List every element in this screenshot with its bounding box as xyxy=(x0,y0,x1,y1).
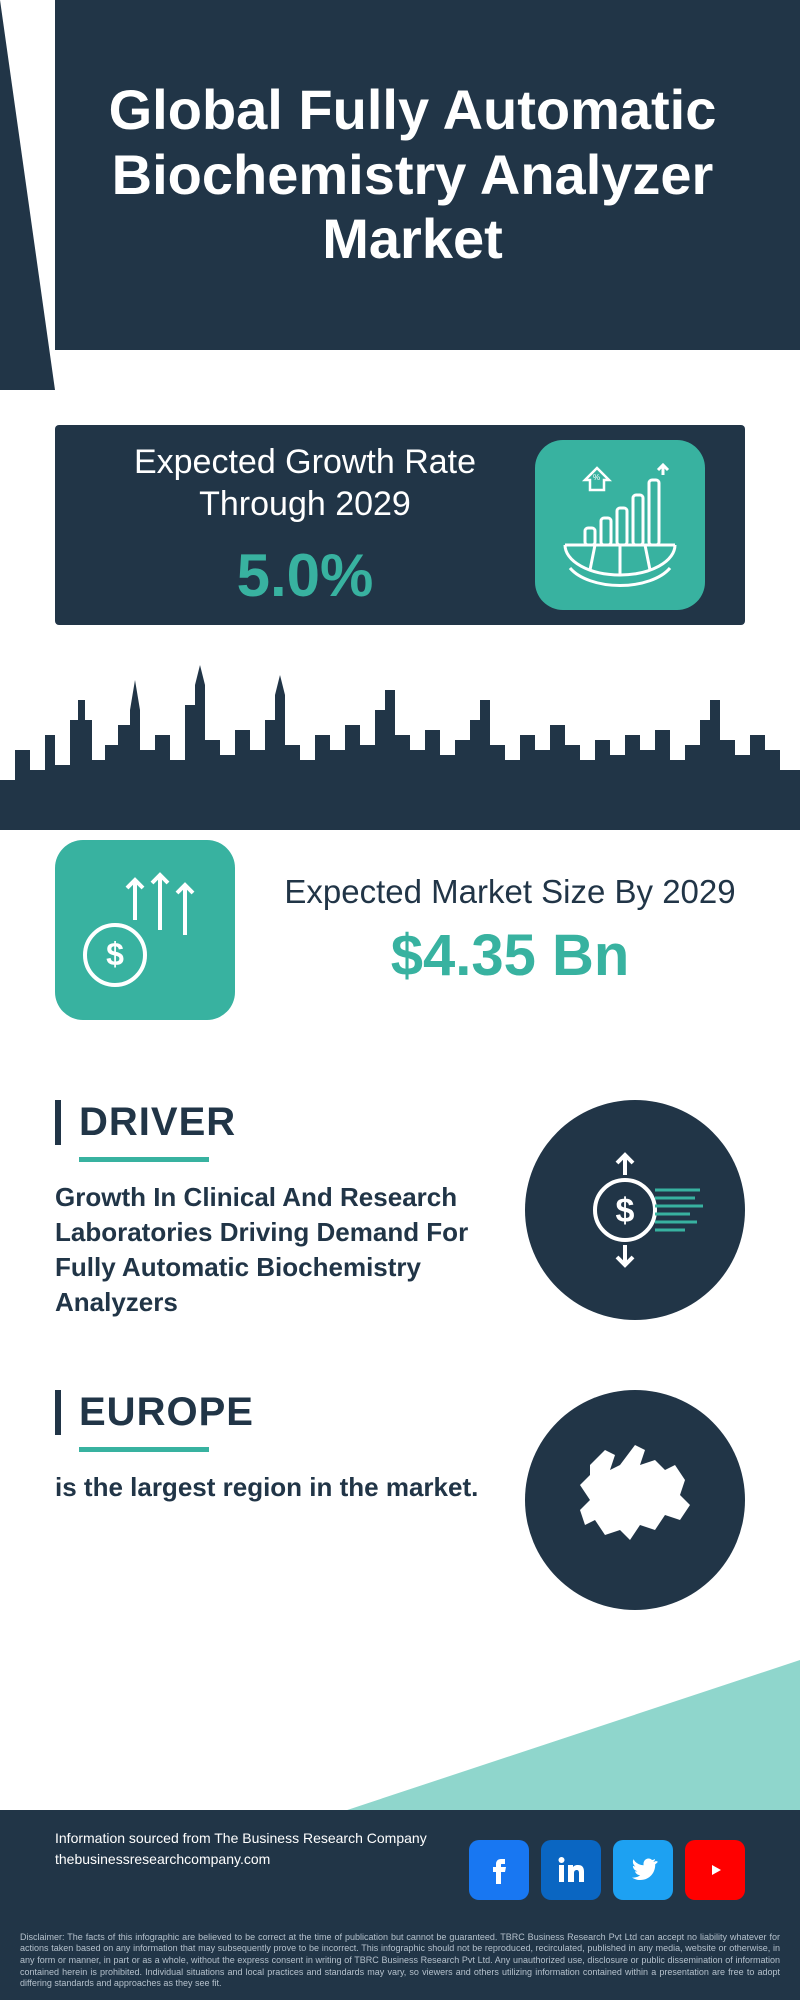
svg-text:$: $ xyxy=(616,1192,635,1230)
europe-text-block: EUROPE is the largest region in the mark… xyxy=(55,1390,525,1505)
social-row xyxy=(469,1840,745,1900)
svg-text:%: % xyxy=(593,473,600,482)
europe-heading: EUROPE xyxy=(55,1390,505,1435)
driver-section: DRIVER Growth In Clinical And Research L… xyxy=(55,1100,745,1320)
growth-value: 5.0% xyxy=(95,541,515,610)
facebook-icon[interactable] xyxy=(469,1840,529,1900)
youtube-icon[interactable] xyxy=(685,1840,745,1900)
footer-source: Information sourced from The Business Re… xyxy=(55,1828,427,1870)
header-block: Global Fully Automatic Biochemistry Anal… xyxy=(0,0,800,390)
footer-source-url: thebusinessresearchcompany.com xyxy=(55,1849,427,1870)
driver-body: Growth In Clinical And Research Laborato… xyxy=(55,1180,505,1320)
linkedin-icon[interactable] xyxy=(541,1840,601,1900)
divider xyxy=(79,1157,209,1162)
page-title: Global Fully Automatic Biochemistry Anal… xyxy=(85,78,740,271)
driver-heading: DRIVER xyxy=(55,1100,505,1145)
growth-label: Expected Growth Rate Through 2029 xyxy=(95,441,515,526)
dollar-arrows-up-icon: $ xyxy=(55,840,235,1020)
city-skyline-decoration xyxy=(0,650,800,830)
market-label: Expected Market Size By 2029 xyxy=(275,871,745,912)
disclaimer-text: Disclaimer: The facts of this infographi… xyxy=(20,1932,780,1990)
divider xyxy=(79,1447,209,1452)
svg-text:$: $ xyxy=(106,936,124,972)
europe-section: EUROPE is the largest region in the mark… xyxy=(55,1390,745,1610)
europe-body: is the largest region in the market. xyxy=(55,1470,505,1505)
growth-rate-card: Expected Growth Rate Through 2029 5.0% % xyxy=(55,425,745,625)
europe-map-icon xyxy=(525,1390,745,1610)
market-value: $4.35 Bn xyxy=(275,922,745,989)
header-main-panel: Global Fully Automatic Biochemistry Anal… xyxy=(55,0,800,350)
twitter-icon[interactable] xyxy=(613,1840,673,1900)
growth-text-block: Expected Growth Rate Through 2029 5.0% xyxy=(95,441,515,610)
driver-text-block: DRIVER Growth In Clinical And Research L… xyxy=(55,1100,525,1320)
globe-bar-chart-icon: % xyxy=(535,440,705,610)
market-size-row: $ Expected Market Size By 2029 $4.35 Bn xyxy=(55,840,745,1020)
header-triangle-decoration xyxy=(0,0,55,390)
footer-band: Information sourced from The Business Re… xyxy=(0,1660,800,2000)
market-text-block: Expected Market Size By 2029 $4.35 Bn xyxy=(235,871,745,989)
dollar-transfer-cycle-icon: $ xyxy=(525,1100,745,1320)
footer-source-line1: Information sourced from The Business Re… xyxy=(55,1828,427,1849)
